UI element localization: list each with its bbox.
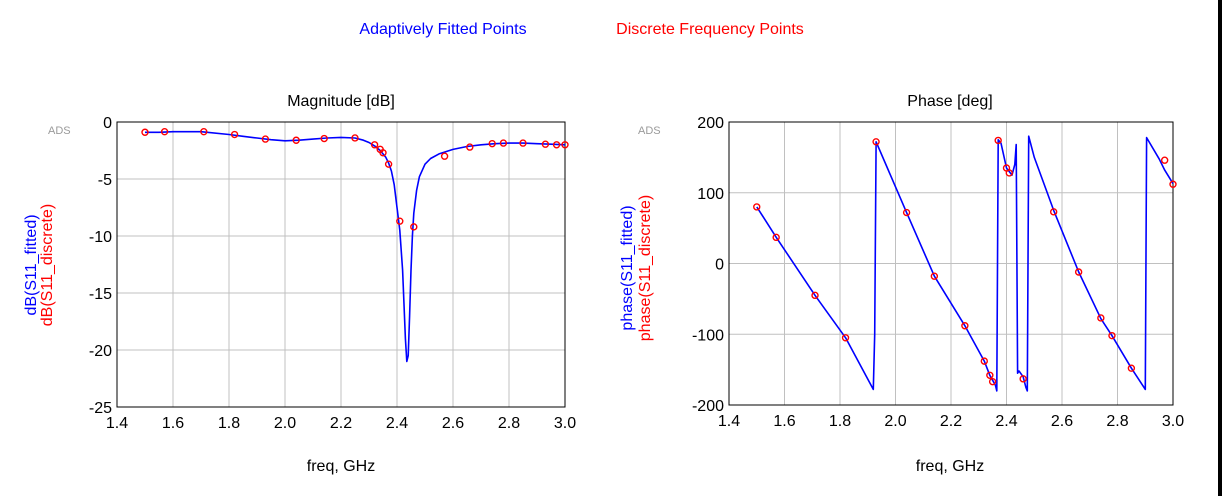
phase-y-tick-label: 200	[697, 115, 724, 132]
magnitude-discrete-point	[384, 160, 393, 168]
phase-discrete-point	[772, 233, 780, 242]
phase-discrete-point	[811, 291, 819, 300]
phase-ylabel-discrete: phase(S11_discrete)	[637, 195, 654, 341]
phase-discrete-point	[902, 208, 911, 217]
phase-x-tick-label: 2.6	[1051, 413, 1073, 430]
phase-discrete-point	[930, 272, 939, 280]
magnitude-y-tick-label: -10	[89, 229, 112, 246]
magnitude-discrete-point	[488, 139, 496, 148]
magnitude-discrete-point	[292, 136, 300, 144]
magnitude-y-tick-label: -25	[89, 400, 112, 417]
magnitude-discrete-point	[370, 141, 379, 149]
magnitude-discrete-point	[261, 135, 270, 143]
magnitude-title: Magnitude [dB]	[287, 93, 395, 110]
phase-discrete-point	[1074, 268, 1083, 276]
phase-x-tick-label: 1.6	[773, 413, 795, 430]
magnitude-y-tick-label: -20	[89, 343, 112, 360]
phase-x-tick-label: 2.4	[995, 413, 1017, 430]
phase-y-tick-label: 100	[697, 186, 724, 203]
magnitude-discrete-point	[320, 134, 328, 143]
window-edge	[1218, 0, 1222, 496]
magnitude-y-tick-label: -5	[98, 172, 112, 189]
phase-discrete-point	[1127, 364, 1136, 372]
magnitude-ylabel-discrete: dB(S11_discrete)	[39, 204, 56, 326]
phase-discrete-point	[961, 322, 969, 330]
magnitude-y-tick-label: 0	[103, 115, 112, 132]
magnitude-discrete-point	[499, 139, 508, 147]
phase-y-tick-label: 0	[715, 257, 724, 274]
phase-discrete-point	[1097, 314, 1105, 322]
phase-xlabel: freq, GHz	[916, 458, 984, 475]
magnitude-discrete-point	[160, 127, 169, 136]
magnitude-x-tick-label: 3.0	[554, 415, 576, 432]
magnitude-discrete-point	[230, 130, 239, 139]
legend-discrete: Discrete Frequency Points	[616, 21, 804, 38]
magnitude-discrete-point	[541, 140, 550, 148]
phase-discrete-point	[1169, 180, 1177, 188]
magnitude-discrete-point	[200, 127, 208, 136]
magnitude-discrete-point	[561, 141, 569, 149]
phase-discrete-point	[986, 371, 994, 379]
magnitude-discrete-point	[379, 149, 387, 157]
magnitude-discrete-point	[440, 152, 449, 160]
phase-watermark: ADS	[638, 125, 661, 137]
phase-plot-frame	[728, 121, 1174, 406]
phase-x-tick-label: 2.2	[940, 413, 962, 430]
magnitude-watermark: ADS	[48, 125, 71, 137]
phase-discrete-point	[753, 203, 761, 211]
magnitude-x-tick-label: 2.6	[442, 415, 464, 432]
phase-discrete-point	[980, 357, 988, 365]
magnitude-discrete-point	[351, 134, 359, 142]
magnitude-xlabel: freq, GHz	[307, 458, 375, 475]
phase-chart: Phase [deg] ADS freq, GHz phase(S11_fitt…	[619, 93, 1184, 475]
phase-x-tick-label: 1.8	[829, 413, 851, 430]
phase-y-tick-label: -200	[692, 398, 724, 415]
magnitude-plot-frame	[116, 121, 566, 408]
magnitude-discrete-point	[396, 217, 404, 225]
magnitude-x-tick-label: 2.2	[330, 415, 352, 432]
phase-fitted-line	[756, 135, 1174, 392]
magnitude-x-tick-label: 1.4	[106, 415, 128, 432]
magnitude-discrete-point	[552, 141, 561, 149]
phase-discrete-point	[1049, 208, 1058, 216]
legend-fitted: Adaptively Fitted Points	[359, 21, 526, 38]
phase-discrete-point	[1005, 169, 1013, 177]
magnitude-discrete-point	[519, 139, 527, 147]
phase-x-tick-label: 2.8	[1106, 413, 1128, 430]
phase-x-tick-label: 1.4	[718, 413, 740, 430]
phase-discrete-point	[841, 334, 850, 342]
magnitude-discrete-point	[141, 128, 149, 136]
phase-discrete-point	[988, 377, 997, 386]
magnitude-x-tick-label: 2.4	[386, 415, 408, 432]
magnitude-x-tick-label: 1.8	[218, 415, 240, 432]
magnitude-discrete-point	[410, 223, 418, 231]
phase-title: Phase [deg]	[907, 93, 992, 110]
magnitude-ylabel-fitted: dB(S11_fitted)	[23, 214, 40, 315]
phase-x-tick-label: 2.0	[884, 413, 906, 430]
phase-discrete-point	[1108, 331, 1116, 340]
magnitude-chart: Magnitude [dB] ADS freq, GHz dB(S11_fitt…	[23, 93, 576, 475]
phase-x-tick-label: 3.0	[1162, 413, 1184, 430]
magnitude-y-tick-label: -15	[89, 286, 112, 303]
phase-discrete-point	[994, 136, 1002, 145]
magnitude-fitted-line	[145, 130, 566, 363]
phase-ylabel-fitted: phase(S11_fitted)	[619, 205, 636, 330]
magnitude-x-tick-label: 2.8	[498, 415, 520, 432]
phase-discrete-point	[1019, 375, 1027, 383]
phase-discrete-point	[872, 138, 880, 146]
magnitude-x-tick-label: 2.0	[274, 415, 296, 432]
phase-y-tick-label: -100	[692, 327, 724, 344]
phase-discrete-point	[1160, 156, 1169, 164]
magnitude-x-tick-label: 1.6	[162, 415, 184, 432]
magnitude-discrete-point	[466, 143, 474, 151]
